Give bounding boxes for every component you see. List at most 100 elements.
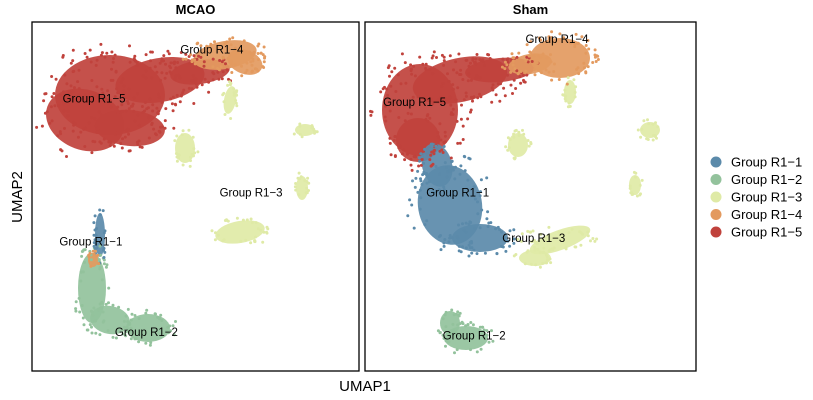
cell-point	[188, 155, 192, 159]
cell-point	[491, 83, 495, 87]
cell-point	[449, 156, 453, 160]
cell-point	[94, 331, 98, 335]
cell-point	[160, 101, 164, 104]
cell-point	[178, 100, 182, 104]
cell-point	[123, 96, 127, 100]
group-label: Group R1−2	[115, 327, 178, 339]
group-label: Group R1−3	[502, 233, 565, 245]
cell-point	[45, 110, 49, 114]
cell-point	[145, 308, 149, 312]
cell-point	[510, 52, 514, 56]
cell-point	[439, 248, 443, 252]
cell-point	[305, 186, 309, 190]
cell-point	[547, 35, 551, 39]
cell-point	[383, 115, 387, 119]
cell-point	[54, 77, 58, 81]
cell-point	[77, 93, 81, 97]
cell-point	[62, 90, 65, 94]
cell-point	[443, 161, 447, 165]
cell-point	[471, 57, 475, 61]
cell-point	[111, 60, 115, 64]
cell-point	[576, 42, 579, 45]
cell-point	[88, 323, 92, 327]
cell-point	[262, 60, 266, 64]
cell-point	[163, 126, 167, 130]
cell-point	[490, 86, 494, 90]
cell-point	[591, 61, 595, 64]
cell-point	[164, 329, 168, 333]
cell-point	[111, 78, 115, 82]
cell-point	[83, 93, 87, 97]
cell-point	[43, 92, 47, 96]
cell-point	[459, 117, 463, 121]
cell-point	[119, 80, 123, 84]
cell-point	[412, 155, 416, 159]
cell-point	[202, 64, 206, 68]
cell-point	[306, 176, 310, 180]
cell-point	[396, 73, 400, 77]
cell-point	[442, 59, 446, 63]
cell-point	[163, 76, 167, 80]
cell-point	[99, 253, 103, 257]
cell-point	[132, 109, 136, 113]
cell-point	[631, 192, 635, 196]
cell-point	[219, 65, 223, 69]
cell-point	[432, 152, 436, 156]
cell-point	[506, 136, 510, 140]
cell-point	[527, 54, 531, 58]
group-label: Group R1−5	[383, 97, 446, 109]
cell-point	[129, 318, 133, 322]
cell-point	[478, 92, 482, 96]
cell-point	[532, 54, 536, 58]
cell-point	[517, 130, 521, 134]
cell-point	[115, 87, 119, 91]
cell-point	[593, 239, 597, 243]
group-label: Group R1−5	[63, 93, 126, 105]
cell-point	[412, 64, 416, 68]
cell-point	[411, 95, 415, 99]
cell-point	[62, 109, 66, 113]
cell-point	[438, 122, 442, 126]
cell-point	[42, 99, 46, 103]
cell-point	[101, 91, 105, 95]
cell-point	[144, 69, 148, 73]
cell-point	[425, 219, 429, 223]
cell-point	[117, 305, 121, 309]
cell-point	[549, 53, 552, 57]
cell-point	[126, 307, 130, 311]
cell-point	[250, 221, 254, 225]
cell-point	[451, 113, 455, 116]
cell-point	[144, 311, 148, 315]
cell-point	[436, 329, 440, 333]
cell-point	[501, 57, 505, 61]
cell-point	[293, 185, 297, 189]
cell-point	[116, 105, 120, 109]
cell-point	[154, 132, 157, 136]
cell-point	[542, 246, 546, 250]
cell-point	[531, 229, 535, 233]
cell-point	[536, 247, 540, 251]
cell-point	[448, 236, 452, 240]
cell-point	[157, 95, 161, 99]
cell-point	[459, 68, 463, 72]
cell-point	[427, 180, 431, 184]
cell-point	[547, 70, 551, 74]
cell-point	[475, 53, 479, 56]
cell-point	[425, 181, 429, 185]
cell-point	[163, 119, 167, 123]
cell-point	[256, 44, 260, 48]
cell-point	[417, 156, 421, 160]
cell-point	[223, 219, 227, 222]
cell-point	[49, 105, 53, 109]
legend-swatch	[710, 174, 722, 185]
cell-point	[421, 173, 425, 177]
cell-point	[536, 54, 540, 58]
cell-point	[83, 145, 87, 148]
cell-point	[216, 67, 220, 70]
cell-point	[464, 91, 468, 95]
cell-point	[438, 331, 442, 335]
cell-point	[488, 57, 492, 60]
cell-point	[506, 239, 510, 243]
cell-point	[160, 59, 164, 63]
cell-point	[516, 72, 520, 76]
